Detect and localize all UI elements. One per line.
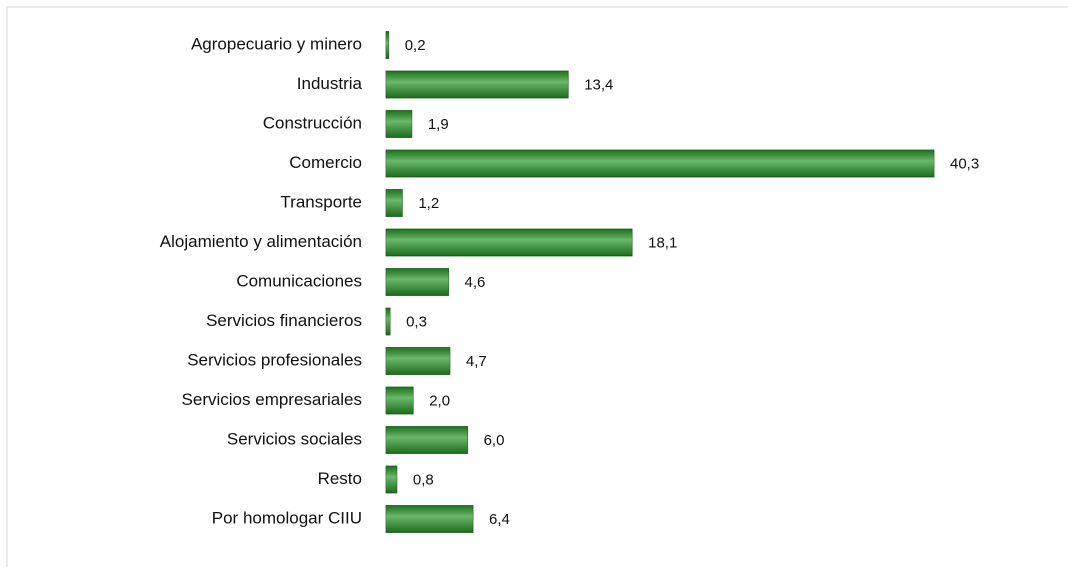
bar-shine — [386, 387, 414, 414]
bar-shine — [386, 426, 468, 454]
category-label: Construcción — [263, 113, 362, 132]
category-label: Servicios sociales — [227, 429, 362, 448]
value-label: 1,2 — [418, 195, 439, 212]
category-label: Resto — [318, 469, 362, 488]
value-label: 0,3 — [406, 313, 427, 330]
bar-shine — [386, 268, 449, 296]
bar-shine — [386, 466, 397, 493]
value-label: 2,0 — [429, 392, 450, 409]
bar-shine — [386, 110, 412, 138]
bar-shine — [386, 308, 391, 335]
category-label: Servicios profesionales — [187, 350, 362, 369]
bar-shine — [386, 31, 389, 59]
category-label: Comercio — [289, 153, 362, 172]
category-label: Alojamiento y alimentación — [160, 232, 362, 251]
category-label: Servicios financieros — [206, 311, 362, 330]
bar-shine — [386, 71, 569, 98]
frame — [6, 6, 1068, 572]
value-label: 40,3 — [950, 155, 979, 172]
category-label: Comunicaciones — [236, 271, 362, 290]
category-label: Industria — [297, 74, 363, 93]
value-label: 4,7 — [466, 353, 487, 370]
bar-shine — [386, 189, 403, 217]
value-label: 18,1 — [648, 234, 677, 251]
value-label: 13,4 — [584, 76, 613, 93]
bar-shine — [386, 229, 633, 256]
value-label: 4,6 — [465, 274, 486, 291]
category-label: Transporte — [280, 192, 362, 211]
bar-shine — [386, 347, 450, 375]
value-label: 0,2 — [405, 37, 426, 54]
category-label: Por homologar CIIU — [212, 508, 362, 527]
bar-shine — [386, 150, 934, 177]
category-label: Agropecuario y minero — [191, 34, 362, 53]
value-label: 6,0 — [484, 432, 505, 449]
value-label: 0,8 — [413, 471, 434, 488]
value-label: 6,4 — [489, 511, 510, 528]
value-label: 1,9 — [428, 116, 449, 133]
category-label: Servicios empresariales — [182, 390, 362, 409]
bar-shine — [386, 505, 474, 533]
